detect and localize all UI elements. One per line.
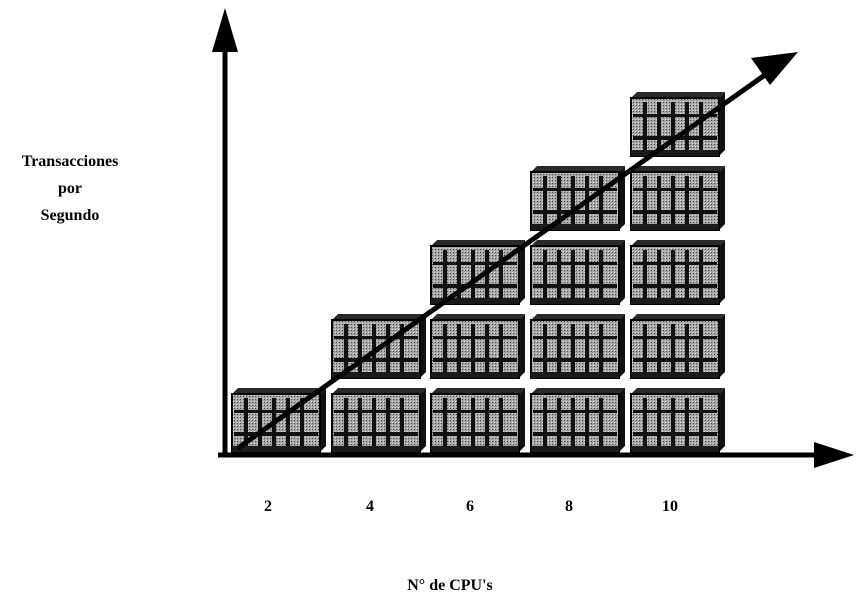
server-unit-cpu6-3: [430, 240, 525, 305]
y-axis-label-line-1: Transacciones: [21, 153, 119, 170]
server-unit-cpu8-2: [530, 314, 625, 379]
x-tick-6: 6: [466, 498, 474, 515]
x-axis-label: N° de CPU's: [407, 577, 493, 594]
growth-trend-arrow: [236, 52, 798, 451]
server-unit-cpu10-4: [630, 166, 725, 231]
server-unit-cpu6-1: [430, 388, 525, 453]
x-tick-8: 8: [565, 498, 573, 515]
server-unit-cpu10-2: [630, 314, 725, 379]
x-tick-10: 10: [662, 498, 678, 515]
y-axis-label-line-2: por: [58, 180, 82, 197]
x-axis: [218, 442, 854, 468]
server-unit-cpu6-2: [430, 314, 525, 379]
server-unit-cpu8-4: [530, 166, 625, 231]
server-unit-cpu4-1: [331, 388, 426, 453]
server-stacks: [231, 92, 725, 453]
server-unit-cpu10-1: [630, 388, 725, 453]
server-unit-cpu8-1: [530, 388, 625, 453]
y-axis-label-line-3: Segundo: [40, 207, 100, 224]
server-unit-cpu8-3: [530, 240, 625, 305]
y-axis-label: Transacciones por Segundo: [6, 148, 134, 229]
x-tick-4: 4: [366, 498, 374, 515]
x-tick-2: 2: [264, 498, 272, 515]
server-unit-cpu10-3: [630, 240, 725, 305]
y-axis: [212, 8, 238, 456]
server-unit-cpu10-5: [630, 92, 725, 157]
